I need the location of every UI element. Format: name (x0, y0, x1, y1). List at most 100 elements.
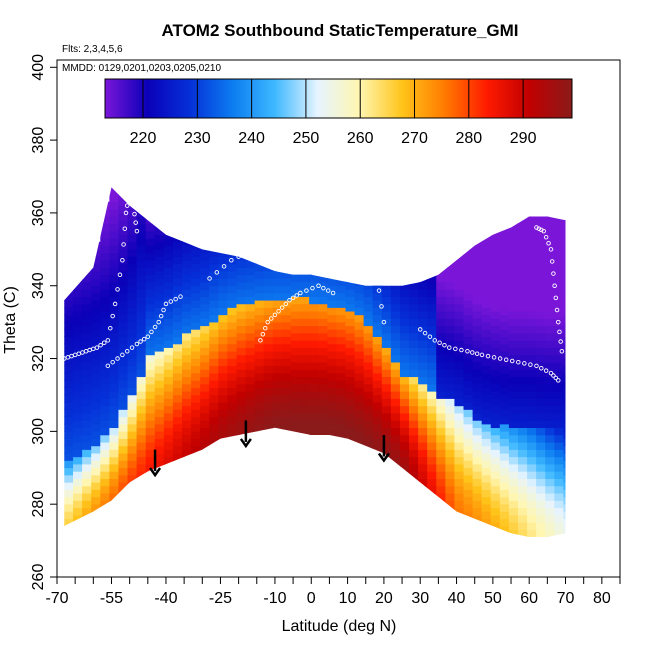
field-cell (218, 336, 229, 345)
field-cell (136, 325, 147, 334)
field-cell (73, 485, 83, 494)
field-cell (154, 278, 165, 287)
field-cell (281, 358, 292, 367)
field-cell (118, 336, 129, 345)
observation-point (516, 359, 521, 365)
field-cell (418, 427, 428, 436)
field-cell (481, 270, 492, 279)
field-cell (345, 325, 356, 334)
field-cell (73, 500, 83, 509)
observation-point (369, 268, 375, 274)
field-cell (209, 380, 219, 388)
field-cell (527, 310, 537, 319)
field-cell (127, 438, 138, 447)
field-cell (563, 278, 566, 287)
field-cell (508, 238, 519, 246)
field-cell (399, 369, 410, 378)
field-cell (445, 478, 456, 487)
field-cell (245, 296, 256, 305)
field-cell (290, 303, 301, 312)
field-cell (563, 365, 566, 374)
field-cell (545, 267, 555, 276)
field-cell (409, 340, 419, 348)
field-cell (82, 332, 92, 341)
field-cell (409, 412, 419, 421)
field-cell (436, 391, 446, 399)
field-cell (100, 391, 110, 399)
field-cell (236, 303, 247, 312)
field-cell (100, 383, 110, 392)
field-cell (163, 259, 174, 268)
field-cell (390, 391, 401, 399)
field-cell (64, 372, 74, 381)
field-cell (91, 263, 101, 272)
field-cell (100, 296, 110, 305)
field-cell (118, 256, 129, 265)
field-cell (436, 325, 446, 334)
field-cell (399, 405, 410, 414)
field-cell (436, 310, 446, 319)
observation-point (417, 327, 423, 332)
field-cell (191, 270, 201, 279)
field-cell (372, 438, 383, 447)
field-cell (563, 321, 566, 330)
field-cell (545, 310, 555, 319)
field-cell (82, 463, 92, 472)
field-cell (472, 492, 483, 501)
field-cell (254, 358, 265, 367)
field-cell (245, 369, 256, 378)
observation-point (123, 210, 129, 216)
field-cell (508, 318, 519, 327)
field-cell (82, 420, 92, 429)
observation-point (129, 198, 135, 204)
field-cell (245, 332, 256, 341)
field-cell (318, 289, 328, 297)
field-cell (73, 514, 83, 523)
field-cell (527, 332, 537, 341)
field-cell (390, 318, 401, 327)
field-cell (436, 369, 446, 378)
field-cell (91, 365, 101, 374)
field-cell (209, 409, 219, 418)
field-cell (290, 340, 301, 348)
observation-point (381, 319, 387, 325)
observation-point (262, 325, 268, 331)
field-cell (418, 332, 428, 341)
field-cell (91, 256, 101, 265)
field-cell (172, 314, 183, 323)
field-cell (345, 420, 356, 429)
observation-point (214, 270, 220, 275)
field-cell (327, 438, 337, 447)
field-cell (454, 412, 465, 421)
field-cell (445, 412, 456, 421)
field-cell (363, 383, 374, 392)
field-cell (563, 394, 566, 403)
field-cell (73, 492, 83, 501)
field-cell (508, 289, 519, 297)
field-cell (508, 485, 519, 494)
observation-point (427, 334, 433, 339)
field-cell (436, 361, 446, 370)
field-cell (517, 369, 528, 378)
field-cell (481, 241, 492, 250)
field-cell (508, 514, 519, 523)
field-cell (445, 318, 456, 327)
field-cell (82, 492, 92, 501)
field-cell (191, 336, 201, 345)
field-cell (363, 303, 374, 312)
field-cell (154, 431, 165, 439)
field-cell (263, 423, 274, 432)
field-cell (191, 401, 201, 410)
field-cell (445, 361, 456, 370)
field-cell (554, 471, 564, 479)
field-cell (390, 325, 401, 334)
field-cell (390, 340, 401, 348)
field-cell (300, 369, 310, 378)
field-cell (118, 423, 129, 432)
field-cell (563, 496, 566, 505)
field-cell (554, 361, 564, 370)
field-cell (499, 503, 510, 512)
field-cell (290, 318, 301, 327)
field-cell (136, 230, 147, 239)
